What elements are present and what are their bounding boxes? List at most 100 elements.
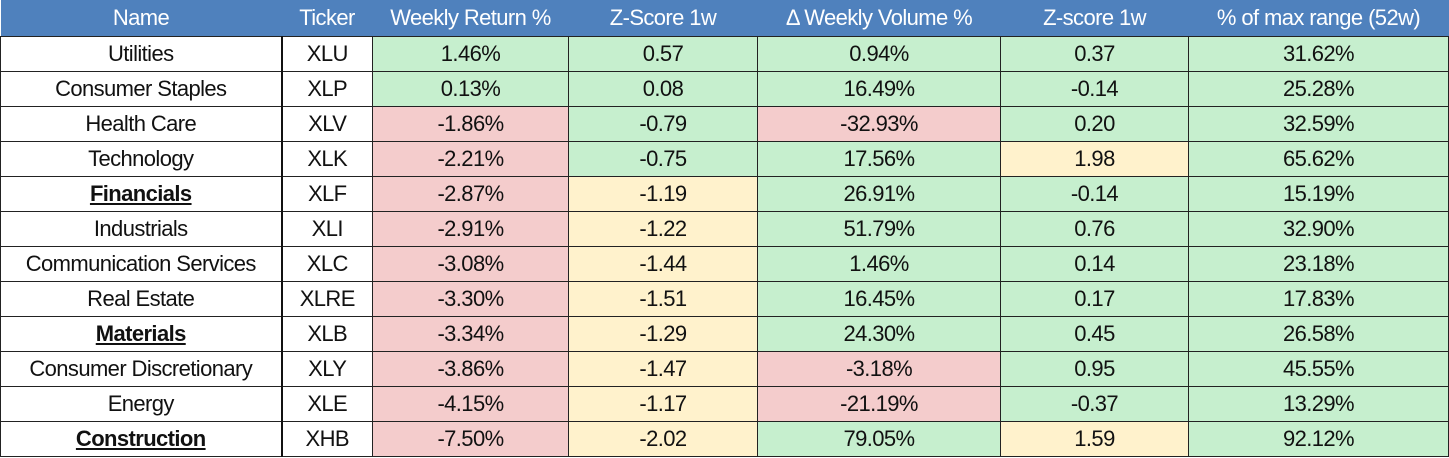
max-range-cell[interactable]: 92.12% [1188,421,1449,457]
name-cell[interactable]: Real Estate [0,281,283,317]
header-row: Name Ticker Weekly Return % Z-Score 1w Δ… [0,0,1449,37]
z-score-return-cell[interactable]: 0.57 [568,36,758,72]
ticker-cell[interactable]: XLY [281,351,373,387]
name-cell[interactable]: Energy [0,386,283,422]
weekly-return-cell[interactable]: -4.15% [372,386,569,422]
name-cell[interactable]: Communication Services [0,246,283,282]
max-range-cell[interactable]: 32.90% [1188,211,1449,247]
max-range-cell[interactable]: 17.83% [1188,281,1449,317]
z-score-volume-cell[interactable]: 0.37 [1000,36,1189,72]
weekly-return-cell[interactable]: -3.30% [372,281,569,317]
header-name[interactable]: Name [0,0,282,37]
table-row: Utilities XLU 1.46% 0.57 0.94% 0.37 31.62% [0,36,1449,72]
max-range-cell[interactable]: 15.19% [1188,176,1449,212]
table-row: Construction XHB -7.50% -2.02 79.05% 1.59 92.1… [0,421,1449,457]
ticker-cell[interactable]: XLU [281,36,373,72]
header-ticker[interactable]: Ticker [281,0,373,37]
weekly-return-cell[interactable]: -2.91% [372,211,569,247]
z-score-return-cell[interactable]: -2.02 [568,421,758,457]
name-cell[interactable]: Financials [0,176,283,212]
z-score-return-cell[interactable]: -1.22 [568,211,758,247]
max-range-cell[interactable]: 32.59% [1188,106,1449,142]
table-row: Communication Services XLC -3.08% -1.44 1.46… [0,246,1449,282]
weekly-return-cell[interactable]: 1.46% [372,36,569,72]
z-score-volume-cell[interactable]: 1.98 [1000,141,1189,177]
max-range-cell[interactable]: 13.29% [1188,386,1449,422]
header-weekly-volume[interactable]: Δ Weekly Volume % [757,0,1001,37]
weekly-volume-cell[interactable]: 51.79% [757,211,1001,247]
name-cell[interactable]: Construction [0,421,283,457]
table-row: Consumer Discretionary XLY -3.86% -1.47 -3.1… [0,351,1449,387]
max-range-cell[interactable]: 25.28% [1188,71,1449,107]
max-range-cell[interactable]: 31.62% [1188,36,1449,72]
weekly-return-cell[interactable]: -3.08% [372,246,569,282]
table-row: Materials XLB -3.34% -1.29 24.30% 0.45 26.58% [0,316,1449,352]
header-z-score-return[interactable]: Z-Score 1w [568,0,758,37]
z-score-return-cell[interactable]: -1.51 [568,281,758,317]
weekly-return-cell[interactable]: -2.21% [372,141,569,177]
weekly-volume-cell[interactable]: -3.18% [757,351,1001,387]
weekly-return-cell[interactable]: -7.50% [372,421,569,457]
weekly-volume-cell[interactable]: 0.94% [757,36,1001,72]
max-range-cell[interactable]: 23.18% [1188,246,1449,282]
z-score-volume-cell[interactable]: 0.17 [1000,281,1189,317]
weekly-volume-cell[interactable]: 16.45% [757,281,1001,317]
header-max-range[interactable]: % of max range (52w) [1188,0,1449,37]
weekly-return-cell[interactable]: -1.86% [372,106,569,142]
table-row: Industrials XLI -2.91% -1.22 51.79% 0.76 32.90… [0,211,1449,247]
name-cell[interactable]: Materials [0,316,283,352]
z-score-volume-cell[interactable]: 0.45 [1000,316,1189,352]
z-score-return-cell[interactable]: -1.47 [568,351,758,387]
weekly-return-cell[interactable]: -3.86% [372,351,569,387]
weekly-volume-cell[interactable]: -32.93% [757,106,1001,142]
name-cell[interactable]: Technology [0,141,283,177]
name-cell[interactable]: Utilities [0,36,283,72]
z-score-volume-cell[interactable]: 1.59 [1000,421,1189,457]
z-score-volume-cell[interactable]: 0.20 [1000,106,1189,142]
max-range-cell[interactable]: 65.62% [1188,141,1449,177]
weekly-volume-cell[interactable]: 16.49% [757,71,1001,107]
header-weekly-return[interactable]: Weekly Return % [372,0,569,37]
weekly-volume-cell[interactable]: 1.46% [757,246,1001,282]
weekly-volume-cell[interactable]: -21.19% [757,386,1001,422]
z-score-volume-cell[interactable]: -0.14 [1000,176,1189,212]
ticker-cell[interactable]: XLRE [281,281,373,317]
ticker-cell[interactable]: XLP [281,71,373,107]
z-score-volume-cell[interactable]: 0.14 [1000,246,1189,282]
z-score-volume-cell[interactable]: 0.76 [1000,211,1189,247]
weekly-return-cell[interactable]: 0.13% [372,71,569,107]
ticker-cell[interactable]: XLI [281,211,373,247]
weekly-volume-cell[interactable]: 24.30% [757,316,1001,352]
ticker-cell[interactable]: XHB [281,421,373,457]
z-score-volume-cell[interactable]: -0.37 [1000,386,1189,422]
z-score-return-cell[interactable]: 0.08 [568,71,758,107]
name-cell[interactable]: Industrials [0,211,283,247]
table-row: Consumer Staples XLP 0.13% 0.08 16.49% -0.14 2… [0,71,1449,107]
z-score-return-cell[interactable]: -0.79 [568,106,758,142]
name-cell[interactable]: Consumer Staples [0,71,283,107]
z-score-volume-cell[interactable]: 0.95 [1000,351,1189,387]
ticker-cell[interactable]: XLV [281,106,373,142]
z-score-volume-cell[interactable]: -0.14 [1000,71,1189,107]
name-cell[interactable]: Consumer Discretionary [0,351,283,387]
weekly-volume-cell[interactable]: 26.91% [757,176,1001,212]
weekly-return-cell[interactable]: -3.34% [372,316,569,352]
ticker-cell[interactable]: XLC [281,246,373,282]
ticker-cell[interactable]: XLE [281,386,373,422]
ticker-cell[interactable]: XLK [281,141,373,177]
max-range-cell[interactable]: 45.55% [1188,351,1449,387]
z-score-return-cell[interactable]: -1.29 [568,316,758,352]
z-score-return-cell[interactable]: -1.17 [568,386,758,422]
name-cell[interactable]: Health Care [0,106,283,142]
ticker-cell[interactable]: XLB [281,316,373,352]
weekly-return-cell[interactable]: -2.87% [372,176,569,212]
z-score-return-cell[interactable]: -1.44 [568,246,758,282]
header-z-score-volume[interactable]: Z-score 1w [1000,0,1189,37]
weekly-volume-cell[interactable]: 79.05% [757,421,1001,457]
table-row: Health Care XLV -1.86% -0.79 -32.93% 0.20 32.5… [0,106,1449,142]
weekly-volume-cell[interactable]: 17.56% [757,141,1001,177]
z-score-return-cell[interactable]: -1.19 [568,176,758,212]
z-score-return-cell[interactable]: -0.75 [568,141,758,177]
max-range-cell[interactable]: 26.58% [1188,316,1449,352]
ticker-cell[interactable]: XLF [281,176,373,212]
